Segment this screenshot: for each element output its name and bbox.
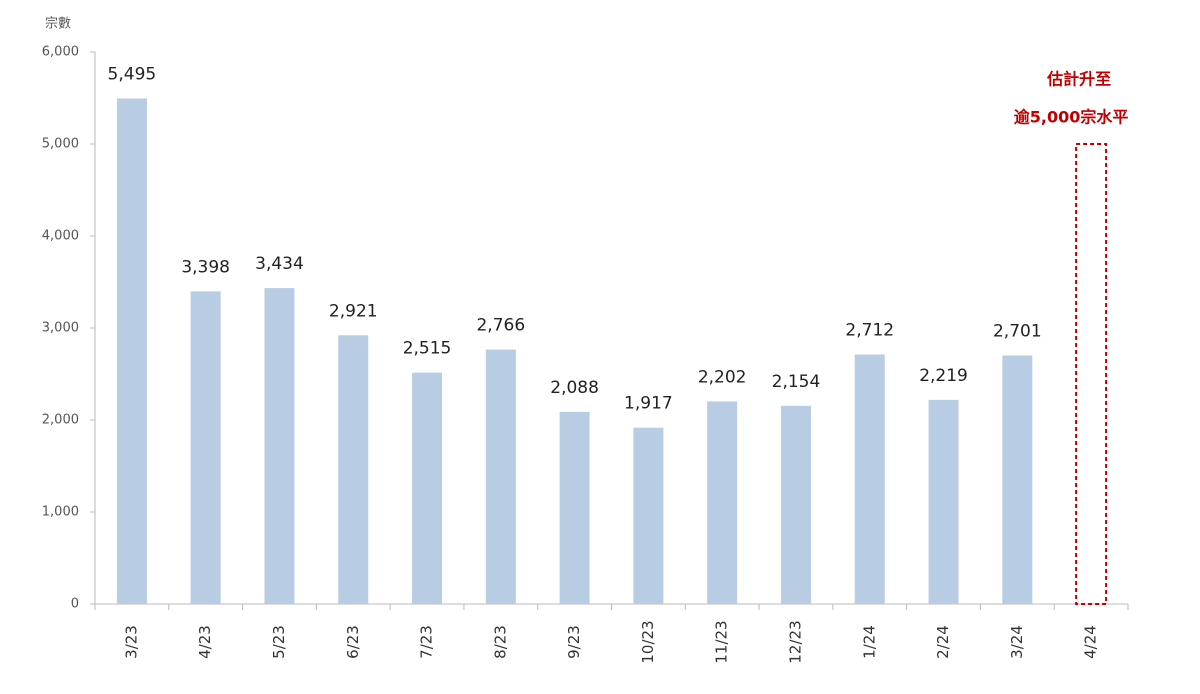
x-tick-label: 9/23 bbox=[565, 625, 583, 659]
bar bbox=[485, 349, 516, 604]
value-label: 2,701 bbox=[993, 322, 1042, 342]
bar bbox=[1002, 355, 1033, 604]
value-label: 5,495 bbox=[108, 64, 157, 84]
value-label: 1,917 bbox=[624, 394, 673, 414]
bar bbox=[707, 401, 738, 604]
x-tick-label: 3/23 bbox=[122, 625, 140, 659]
bar bbox=[559, 411, 590, 604]
y-axis-label: 宗數 bbox=[45, 16, 71, 32]
bar bbox=[264, 288, 295, 604]
x-tick-label: 11/23 bbox=[713, 620, 731, 663]
x-tick-label: 1/24 bbox=[860, 625, 878, 659]
x-tick-label: 10/23 bbox=[639, 620, 657, 663]
x-tick-label: 7/23 bbox=[418, 625, 436, 659]
value-label: 3,398 bbox=[181, 257, 230, 277]
bar bbox=[780, 405, 811, 604]
bar bbox=[854, 354, 885, 604]
x-tick-label: 12/23 bbox=[786, 620, 804, 663]
value-label: 2,154 bbox=[772, 372, 821, 392]
value-label: 2,515 bbox=[403, 339, 452, 359]
bar bbox=[190, 291, 221, 604]
bar bbox=[338, 335, 369, 604]
y-tick-label: 0 bbox=[71, 597, 79, 612]
bar bbox=[116, 98, 147, 605]
x-tick-label: 3/24 bbox=[1008, 625, 1026, 659]
x-tick-label: 5/23 bbox=[270, 625, 288, 659]
y-tick-label: 3,000 bbox=[42, 321, 79, 336]
x-tick-label: 4/24 bbox=[1082, 625, 1100, 659]
y-tick-label: 4,000 bbox=[42, 229, 79, 244]
y-tick-label: 6,000 bbox=[42, 45, 79, 60]
annotation: 估計升至 bbox=[1046, 70, 1111, 89]
bar bbox=[928, 399, 959, 604]
y-tick-label: 1,000 bbox=[42, 505, 79, 520]
y-tick-label: 2,000 bbox=[42, 413, 79, 428]
value-label: 2,766 bbox=[476, 316, 525, 336]
value-label: 2,219 bbox=[919, 366, 968, 386]
annotation: 逾5,000宗水平 bbox=[1014, 108, 1129, 127]
x-tick-label: 2/24 bbox=[934, 625, 952, 659]
x-tick-label: 8/23 bbox=[491, 625, 509, 659]
bar bbox=[633, 427, 664, 604]
value-label: 2,921 bbox=[329, 301, 378, 321]
value-label: 2,202 bbox=[698, 367, 747, 387]
estimate-bar bbox=[1075, 143, 1108, 605]
value-label: 2,712 bbox=[845, 320, 894, 340]
y-tick-label: 5,000 bbox=[42, 137, 79, 152]
value-label: 3,434 bbox=[255, 254, 304, 274]
x-tick-label: 6/23 bbox=[344, 625, 362, 659]
value-label: 2,088 bbox=[550, 378, 599, 398]
bar bbox=[412, 372, 443, 604]
x-tick-label: 4/23 bbox=[196, 625, 214, 659]
